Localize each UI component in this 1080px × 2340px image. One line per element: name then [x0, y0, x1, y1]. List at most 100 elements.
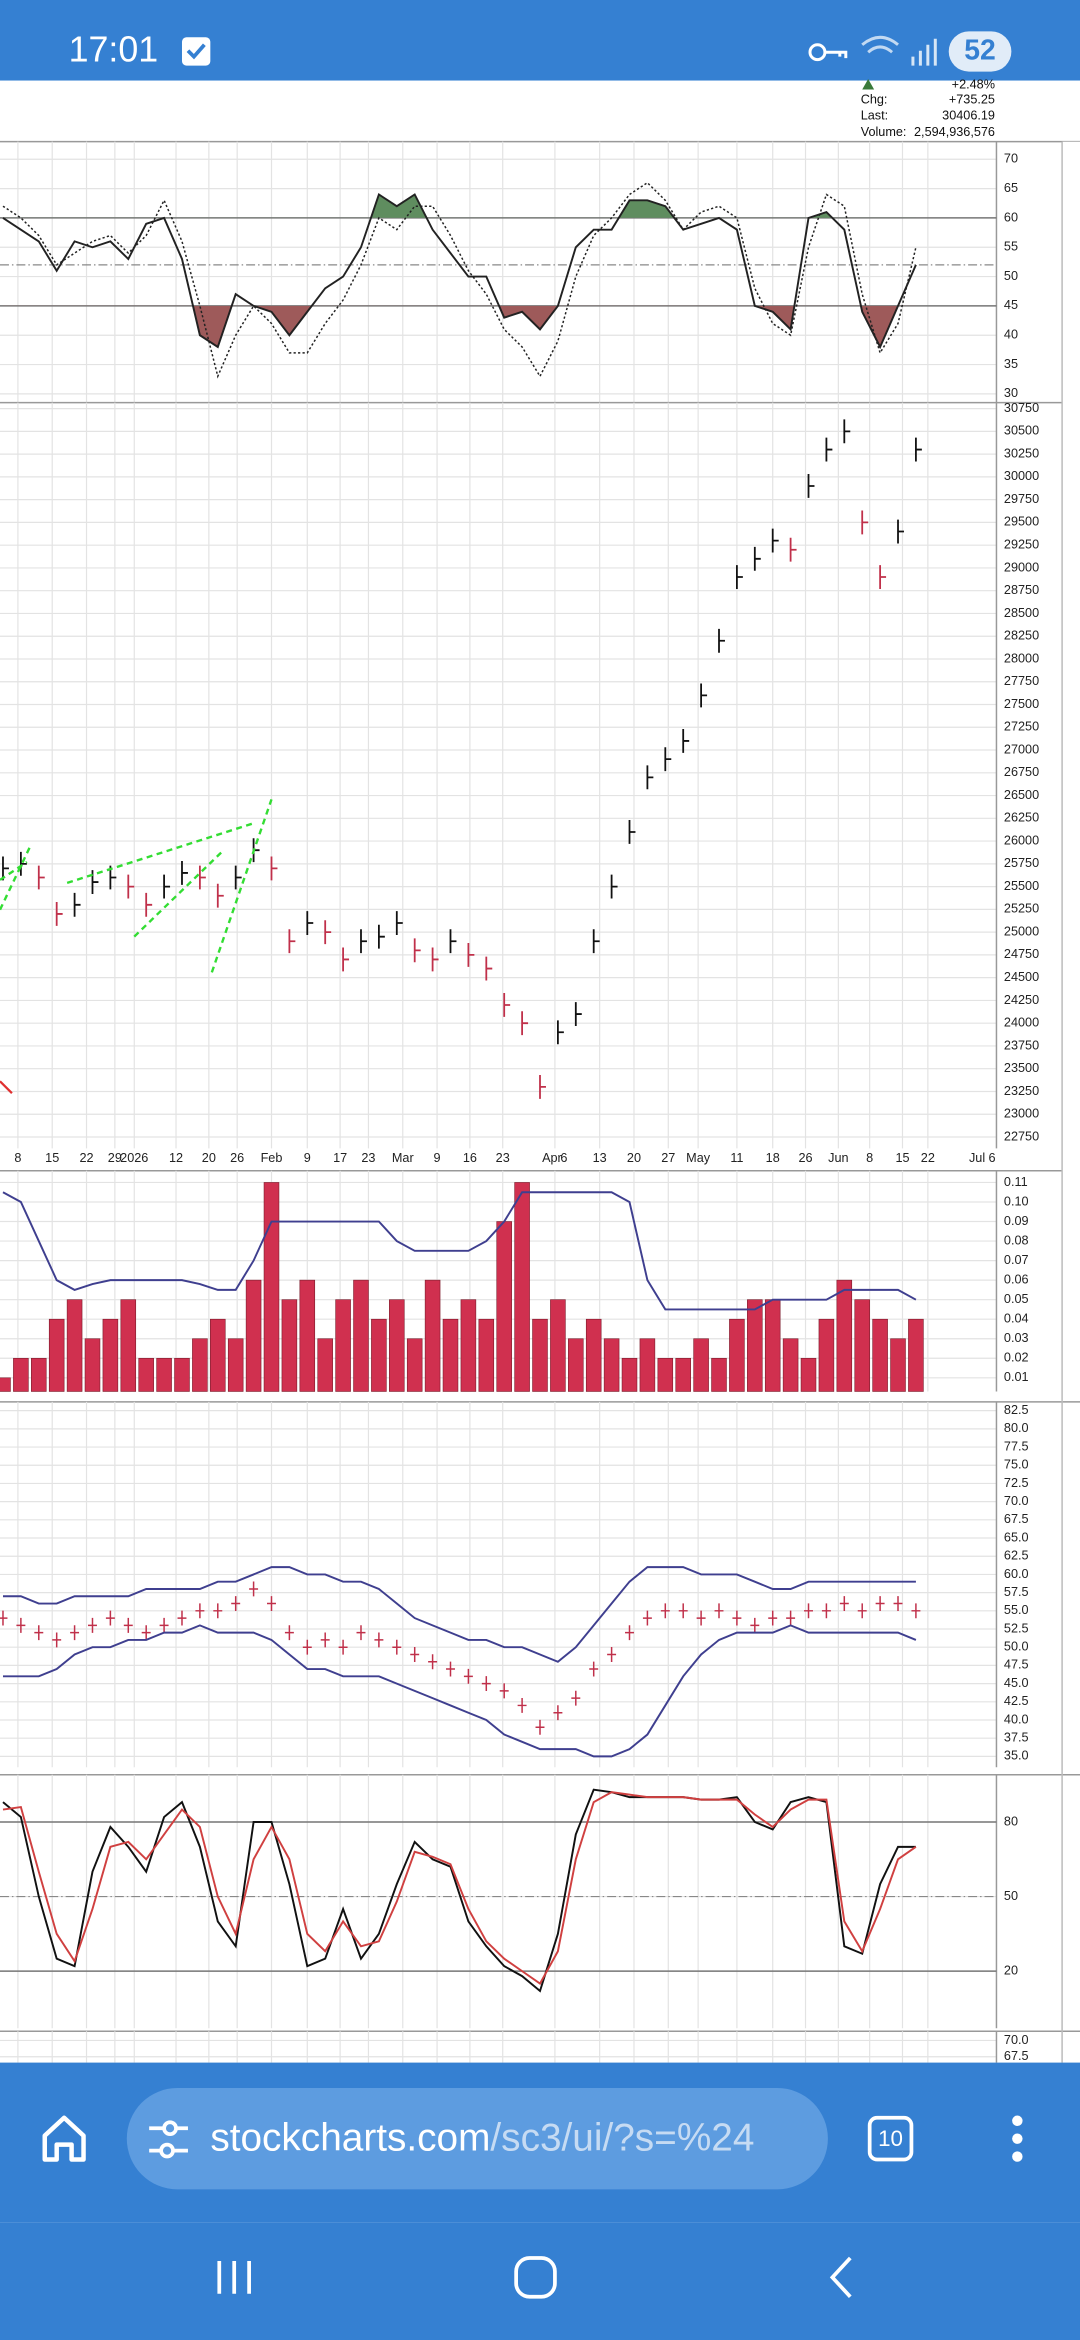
price-tick — [374, 1632, 384, 1648]
tab-switcher[interactable] — [867, 2115, 914, 2162]
chg-label: Chg: — [861, 92, 888, 106]
bar — [192, 1338, 208, 1392]
y-tick-label: 82.5 — [1004, 1403, 1029, 1417]
y-tick-label: 30750 — [1004, 401, 1039, 415]
price-bar — [360, 929, 367, 954]
bar — [603, 1338, 620, 1392]
price-bar — [413, 938, 421, 963]
price-bar — [592, 929, 600, 954]
y-tick-label: 26500 — [1004, 788, 1039, 802]
bar — [245, 1279, 262, 1392]
volume: 2,594,936,576 — [914, 125, 995, 139]
menu-button[interactable] — [1012, 2115, 1023, 2162]
x-tick-label: 18 — [766, 1151, 780, 1165]
bar — [353, 1279, 369, 1392]
y-tick-label: 60 — [1004, 210, 1018, 224]
x-tick-label: Jun — [828, 1151, 848, 1165]
y-tick-label: 27250 — [1004, 720, 1039, 734]
price-bar — [771, 528, 779, 553]
y-tick-label: 25000 — [1004, 924, 1039, 938]
x-tick-label: 20 — [202, 1151, 216, 1165]
url-bar[interactable] — [126, 2087, 828, 2190]
bar — [496, 1221, 512, 1392]
price-tick — [589, 1661, 599, 1677]
price-tick — [553, 1705, 563, 1721]
bar — [621, 1357, 638, 1392]
y-tick-label: 45.0 — [1004, 1676, 1029, 1690]
price-bar — [503, 993, 511, 1017]
y-tick-label: 23500 — [1004, 1061, 1039, 1075]
bar — [66, 1299, 83, 1392]
bar — [854, 1299, 870, 1392]
bar — [299, 1279, 316, 1392]
x-tick-label: 13 — [593, 1151, 607, 1165]
y-tick-label: 29500 — [1004, 515, 1039, 529]
x-tick-label: 27 — [661, 1151, 675, 1165]
volume-label: Volume: — [861, 125, 907, 139]
x-tick-label: 23 — [361, 1151, 375, 1165]
price-tick — [642, 1610, 652, 1626]
price-tick — [660, 1603, 670, 1619]
y-tick-label: 29750 — [1004, 492, 1039, 506]
y-tick-label: 24500 — [1004, 970, 1039, 984]
price-tick — [732, 1610, 742, 1626]
price-bar — [467, 942, 475, 967]
y-tick-label: 23000 — [1004, 1107, 1039, 1121]
x-tick-label: 8 — [866, 1151, 873, 1165]
y-tick-label: 60.0 — [1004, 1567, 1029, 1581]
x-tick-label: 9 — [304, 1151, 311, 1165]
price-tick — [70, 1625, 80, 1641]
y-tick-label: 0.03 — [1004, 1331, 1029, 1345]
price-tick — [696, 1610, 706, 1626]
price-bar — [574, 1002, 582, 1027]
y-tick-label: 24750 — [1004, 947, 1039, 961]
price-bar — [682, 728, 690, 753]
price-bar — [610, 874, 618, 899]
x-tick-label: 16 — [463, 1151, 477, 1165]
price-tick — [177, 1610, 187, 1626]
bar — [156, 1357, 172, 1392]
y-tick-label: 28500 — [1004, 606, 1039, 620]
bar — [514, 1182, 530, 1392]
bar — [585, 1318, 602, 1392]
price-tick — [893, 1596, 903, 1611]
home-button[interactable] — [42, 2115, 86, 2162]
shade-area — [2, 194, 916, 218]
bar — [711, 1357, 727, 1392]
y-tick-label: 50 — [1004, 269, 1018, 283]
y-tick-label: 27500 — [1004, 697, 1039, 711]
site-settings-icon[interactable] — [149, 2120, 188, 2159]
price-bar — [843, 419, 851, 444]
indicator-line — [2, 181, 917, 379]
price-bar — [198, 865, 206, 890]
recent-apps-button[interactable] — [217, 2260, 251, 2294]
y-tick-label: 35.0 — [1004, 1749, 1029, 1763]
next-chart-edge — [1062, 141, 1080, 1395]
price-tick — [52, 1632, 62, 1648]
url-path: /sc3/ui/?s=%24 — [490, 2116, 754, 2159]
home-nav-button[interactable] — [514, 2256, 557, 2299]
price-tick — [428, 1654, 438, 1670]
x-tick-label: May — [686, 1151, 711, 1165]
bar — [210, 1318, 226, 1392]
bar — [263, 1182, 280, 1392]
x-tick-label: 20 — [627, 1151, 641, 1165]
price-bar — [37, 865, 45, 890]
price-tick — [159, 1617, 169, 1633]
y-tick-label: 62.5 — [1004, 1549, 1029, 1563]
bar — [818, 1318, 835, 1392]
y-tick-label: 22750 — [1004, 1129, 1039, 1143]
price-tick — [141, 1625, 151, 1641]
y-tick-label: 0.10 — [1004, 1194, 1029, 1208]
back-button[interactable] — [829, 2256, 852, 2299]
y-tick-label: 75.0 — [1004, 1458, 1029, 1472]
y-tick-label: 47.5 — [1004, 1658, 1029, 1672]
price-tick — [607, 1647, 617, 1662]
price-bar — [288, 929, 296, 954]
price-tick — [302, 1639, 312, 1655]
price-tick — [213, 1603, 223, 1619]
price-tick — [320, 1632, 330, 1648]
x-tick-label: 15 — [45, 1151, 59, 1165]
